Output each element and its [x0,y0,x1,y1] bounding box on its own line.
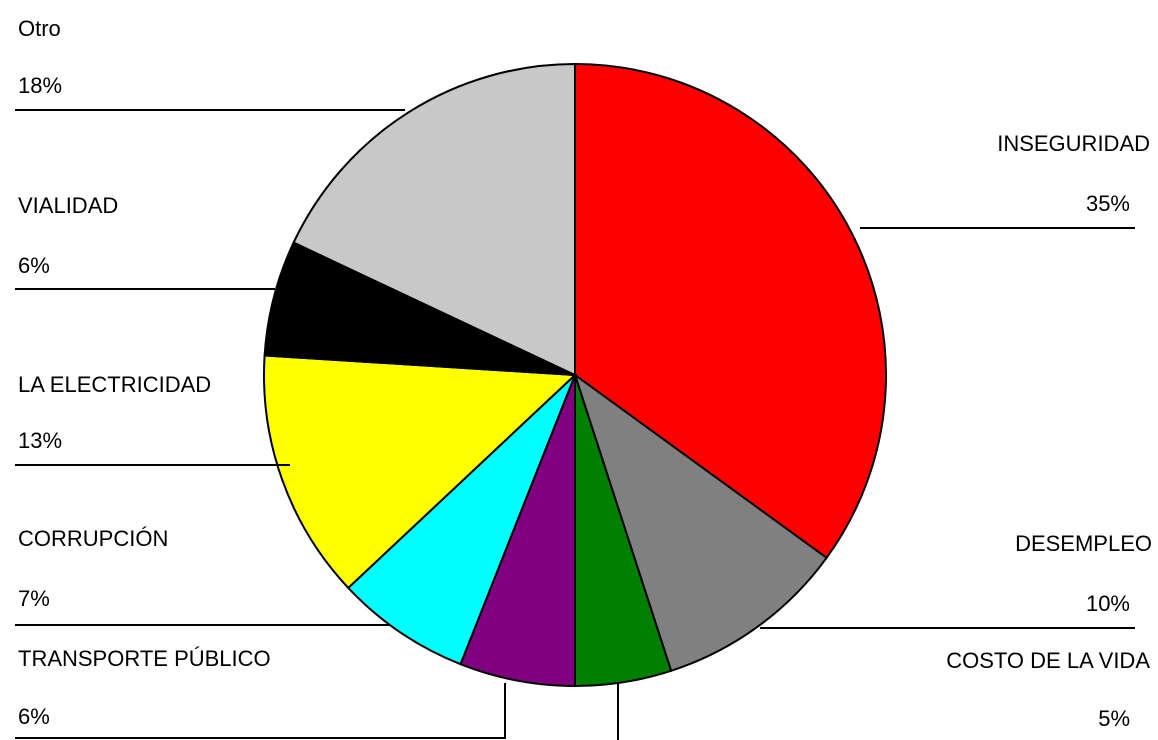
value-label: 7% [18,586,50,611]
pie-slice [292,62,576,377]
pie-slice [346,374,576,666]
value-label: 6% [18,704,50,729]
pie-slice [573,372,829,673]
value-label: 10% [1086,591,1130,616]
slice-label: LA ELECTRICIDAD [18,372,211,397]
slice-label: INSEGURIDAD [997,131,1150,156]
slice-label: COSTO DE LA VIDA [946,648,1150,673]
value-label: 6% [18,253,50,278]
value-label: 5% [1098,706,1130,731]
value-label: 35% [1086,191,1130,216]
value-label: 13% [18,428,62,453]
slice-label: DESEMPLEO [1015,531,1152,556]
slice-label: Otro [18,16,61,41]
pie-slice [263,354,578,590]
slice-label: CORRUPCIÓN [18,526,168,551]
value-label: 18% [18,73,62,98]
slice-label: TRANSPORTE PÚBLICO [18,646,271,671]
slice-label: VIALIDAD [18,193,118,218]
pie-slice [574,62,887,560]
leader-line [15,683,506,739]
